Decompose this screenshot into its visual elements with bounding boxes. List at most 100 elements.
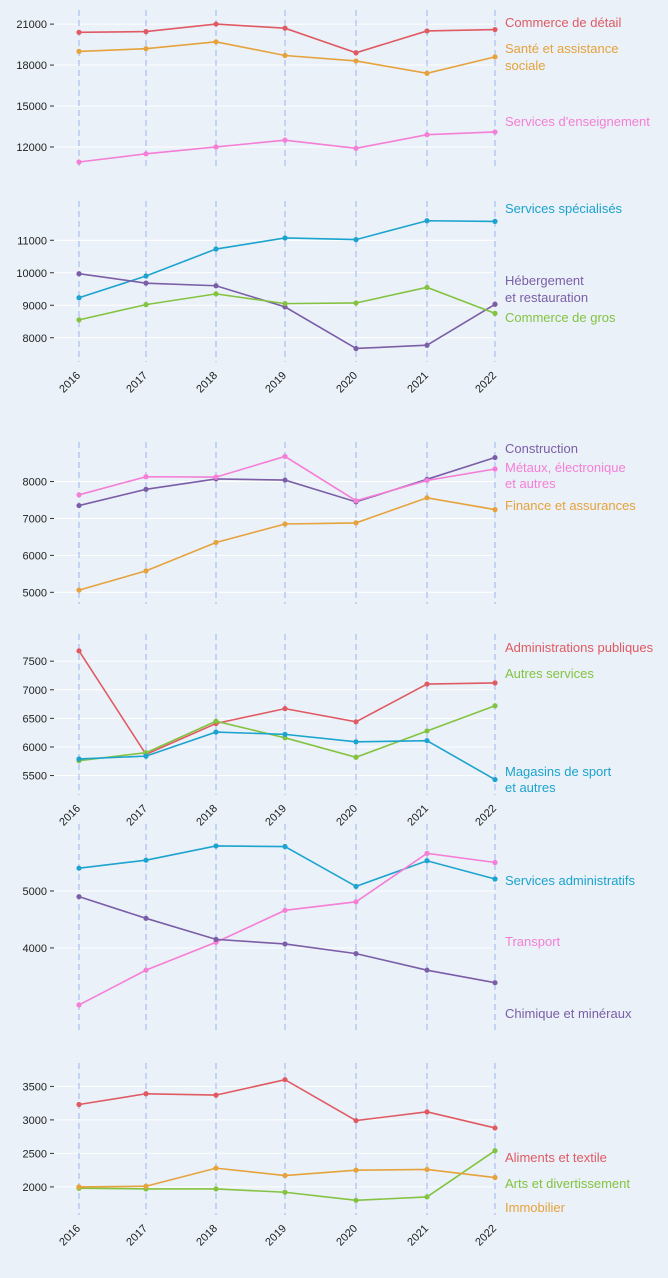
series-line-6-3 [78, 1167, 496, 1188]
data-point [353, 1167, 359, 1173]
data-point [76, 894, 82, 900]
data-point [353, 951, 359, 957]
y-tick-label: 5000 [23, 587, 47, 599]
data-point [424, 28, 430, 34]
series-label: Magasins de sport et autres [505, 764, 612, 795]
series-label: Santé et assistance sociale [505, 41, 618, 73]
x-tick-label: 2017 [124, 370, 150, 396]
data-point [76, 648, 82, 654]
data-point [424, 850, 430, 856]
data-point [492, 129, 498, 135]
data-point [282, 843, 288, 850]
data-point [143, 29, 149, 35]
data-point [143, 273, 149, 279]
y-tick-label: 6500 [23, 713, 47, 725]
data-point [353, 58, 359, 64]
data-point [492, 876, 498, 882]
chart-panel-4: 5500 6000 6500 7000 7500 Administrations publ… [23, 634, 654, 828]
x-tick-label: 2016 [57, 1223, 83, 1249]
data-point [492, 54, 498, 60]
data-point [492, 310, 498, 316]
data-point [143, 915, 149, 921]
data-point [76, 317, 82, 323]
data-point [213, 291, 219, 297]
data-point [213, 1165, 219, 1171]
data-point [492, 1148, 498, 1154]
series-label: Hébergement et restauration [505, 273, 588, 305]
series-label: Autres services [505, 666, 594, 681]
data-point [76, 48, 82, 55]
x-tick-label: 2021 [405, 1223, 431, 1249]
data-point [424, 1109, 430, 1115]
y-tick-label: 4000 [23, 943, 47, 955]
data-point [424, 495, 430, 501]
data-point [213, 246, 219, 252]
data-point [424, 477, 430, 484]
data-point [213, 144, 219, 150]
x-tick-label: 2018 [194, 370, 220, 396]
data-point [424, 738, 430, 744]
data-point [282, 52, 288, 59]
series-line-5-1 [78, 845, 496, 888]
data-point [424, 70, 430, 76]
y-tick-label: 21000 [16, 19, 47, 31]
data-point [492, 454, 498, 461]
y-tick-label: 3000 [23, 1115, 47, 1127]
series-label: Chimique et minéraux [505, 1006, 632, 1021]
series-line-5-2 [78, 852, 496, 1006]
data-point [353, 883, 359, 890]
data-point [282, 941, 288, 947]
data-point [424, 1194, 430, 1200]
data-point [282, 521, 288, 527]
chart-panel-1: 12000 15000 18000 21000 Commerce de détail Sa… [16, 10, 650, 170]
data-point [213, 936, 219, 942]
x-tick-label: 2022 [473, 370, 499, 396]
data-point [424, 967, 430, 973]
data-point [282, 301, 288, 307]
data-point [492, 218, 498, 224]
data-point [76, 502, 82, 509]
data-point [282, 137, 288, 143]
series-label: Arts et divertissement [505, 1176, 630, 1191]
series-line-6-1 [78, 1078, 496, 1129]
data-point [143, 1091, 149, 1097]
data-point [424, 218, 430, 224]
data-point [143, 302, 149, 308]
data-point [143, 753, 149, 759]
data-point [353, 739, 359, 745]
data-point [492, 466, 498, 472]
data-point [424, 1166, 430, 1173]
data-point [282, 706, 288, 712]
data-point [213, 474, 219, 480]
data-point [76, 1002, 82, 1008]
data-point [76, 295, 82, 301]
data-point [492, 1174, 498, 1181]
y-tick-label: 3500 [23, 1081, 47, 1093]
data-point [424, 681, 430, 687]
series-line-2-1 [78, 219, 496, 299]
data-point [282, 1172, 288, 1179]
y-tick-label: 5000 [23, 886, 47, 898]
data-point [282, 25, 288, 31]
data-point [353, 237, 359, 243]
data-point [492, 776, 498, 783]
data-point [353, 50, 359, 56]
data-point [353, 345, 359, 352]
data-point [353, 754, 359, 760]
series-line-3-3 [78, 496, 496, 591]
data-point [76, 492, 82, 498]
series-label: Services d'enseignement [505, 114, 650, 129]
data-point [143, 151, 149, 157]
data-point [282, 1189, 288, 1195]
data-point [213, 539, 219, 546]
data-point [353, 498, 359, 504]
chart-panel-2: 8000 9000 10000 11000 Services spécialisés Hé… [16, 201, 623, 396]
data-point [213, 283, 219, 289]
data-point [282, 235, 288, 241]
data-point [492, 301, 498, 307]
chart-panel-5: 4000 5000 Services administratifs Transport… [23, 824, 636, 1030]
data-point [143, 1183, 149, 1189]
y-tick-label: 12000 [16, 142, 47, 154]
data-point [424, 132, 430, 138]
series-line-1-2 [78, 41, 496, 75]
